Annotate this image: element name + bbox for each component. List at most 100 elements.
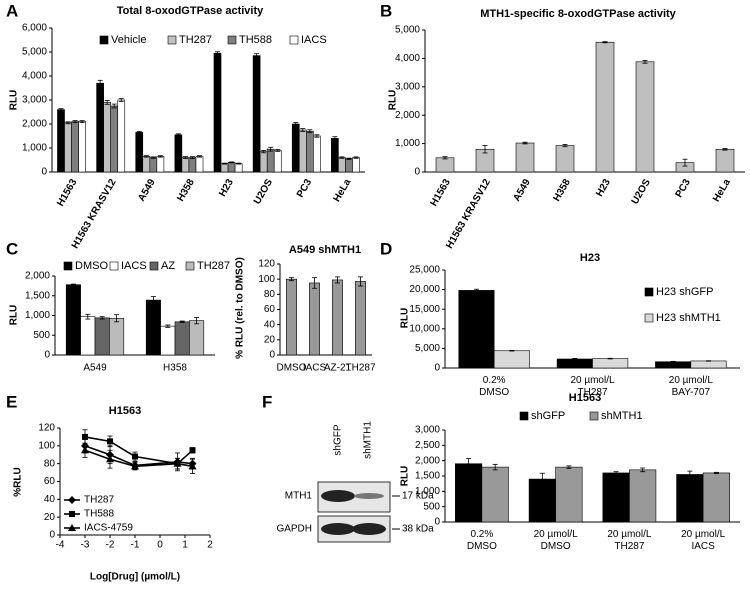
- error-bar: [99, 316, 105, 320]
- legend-label: TH588: [239, 34, 272, 46]
- x-axis-label: Log[Drug] (µmol/L): [90, 572, 180, 583]
- bar: [345, 158, 353, 173]
- marker: [68, 524, 76, 531]
- marker: [68, 496, 76, 504]
- error-bar: [85, 313, 91, 320]
- y-tick-label: 60: [264, 304, 276, 315]
- error-bar: [182, 156, 188, 159]
- y-tick-label: 2,000: [395, 110, 420, 121]
- y-tick-label: 0: [434, 363, 440, 374]
- bar: [80, 316, 96, 356]
- legend-swatch: [289, 35, 299, 45]
- x-tick-label-line: 20 µmol/L: [534, 529, 579, 540]
- bar: [629, 469, 657, 523]
- legend-label: IACS: [301, 34, 327, 46]
- marker: [189, 447, 196, 454]
- y-tick-label: 4,000: [22, 71, 47, 82]
- x-tick-label-line: DMSO: [541, 541, 571, 552]
- legend-label: shGFP: [531, 410, 565, 422]
- x-tick-label-line: DMSO: [467, 541, 497, 552]
- marker: [106, 455, 114, 463]
- y-tick-label: 40: [44, 494, 56, 505]
- y-tick-label: 0: [269, 350, 275, 361]
- legend-swatch: [63, 261, 73, 271]
- bar: [458, 290, 495, 369]
- bar: [145, 299, 161, 356]
- western-blot: shGFP shMTH1 MTH1 GAPDH 17 kDa 38 kDa: [276, 421, 434, 543]
- blot-band: [354, 493, 384, 499]
- y-tick-label: 0: [414, 167, 420, 178]
- error-bar: [222, 162, 228, 165]
- legend-label: H23 shMTH1: [656, 312, 721, 324]
- x-tick-label: -2: [106, 540, 115, 551]
- bar: [135, 132, 144, 173]
- y-tick-label: 100: [38, 440, 55, 451]
- bar: [592, 358, 629, 369]
- y-tick-label: 500: [423, 501, 440, 512]
- x-tick-label: 2: [207, 540, 213, 551]
- error-bar: [289, 277, 294, 282]
- y-tick-label: 0: [434, 517, 440, 528]
- error-bar: [97, 79, 103, 87]
- bar: [156, 156, 165, 173]
- bar: [78, 121, 86, 173]
- x-tick-label: IACS: [303, 363, 327, 374]
- x-tick-label-line: 20 µmol/L: [607, 529, 652, 540]
- panel-letter: A: [6, 1, 18, 20]
- x-tick-label: 20 µmol/L TH287: [607, 529, 652, 552]
- y-tick-label: 2,000: [22, 119, 47, 130]
- bar: [103, 102, 111, 173]
- error-bar: [713, 471, 719, 474]
- error-bar: [566, 465, 572, 469]
- legend-label: IACS: [121, 260, 147, 272]
- error-bar: [687, 470, 693, 479]
- y-tick-label: 120: [38, 423, 55, 434]
- marker: [82, 433, 88, 440]
- marker: [69, 511, 75, 517]
- error-bar: [346, 157, 352, 160]
- bar: [259, 151, 268, 173]
- error-bar: [214, 51, 220, 56]
- error-bar: [236, 162, 242, 165]
- marker: [132, 453, 138, 460]
- marker-label: 17 kDa: [402, 491, 434, 502]
- legend-label: Vehicle: [111, 34, 146, 46]
- y-tick-label: 80: [44, 458, 56, 469]
- y-tick-label: 15,000: [409, 304, 440, 315]
- x-tick-label: 20 µmol/L TH287: [570, 375, 615, 398]
- marker: [81, 446, 89, 454]
- chart-title: H1563: [109, 405, 141, 417]
- x-tick-label: AZ-21: [324, 363, 352, 374]
- bar: [227, 162, 236, 173]
- error-bar: [353, 156, 359, 159]
- x-tick-label: H358: [163, 363, 187, 374]
- bar: [220, 163, 229, 173]
- x-tick-label: -4: [56, 540, 65, 551]
- bar: [252, 55, 261, 173]
- error-bar: [157, 155, 163, 158]
- error-bar: [150, 156, 156, 159]
- lane-label: shGFP: [333, 424, 344, 455]
- legend-swatch: [185, 261, 195, 271]
- x-tick-label-line: BAY-707: [672, 387, 711, 398]
- y-tick-label: 0: [41, 167, 47, 178]
- panel-letter: E: [6, 392, 17, 411]
- legend-swatch: [149, 261, 159, 271]
- legend-label: TH287: [179, 34, 212, 46]
- legend-label: TH287: [84, 495, 114, 506]
- error-bar: [492, 463, 498, 471]
- legend-swatch: [644, 313, 654, 323]
- y-axis-label: RLU: [400, 466, 411, 487]
- bar: [174, 134, 183, 173]
- bar: [332, 279, 343, 356]
- error-bar: [268, 146, 274, 152]
- error-bar: [111, 103, 117, 109]
- y-tick-label: 0: [44, 350, 50, 361]
- x-tick-label-line: 0.2%: [483, 375, 506, 386]
- bar: [555, 145, 575, 173]
- y-tick-label: 1,000: [22, 143, 47, 154]
- error-bar: [314, 134, 320, 138]
- x-tick-label-line: 20 µmol/L: [669, 375, 714, 386]
- legend-swatch: [519, 411, 529, 421]
- panel-letter: D: [380, 239, 392, 258]
